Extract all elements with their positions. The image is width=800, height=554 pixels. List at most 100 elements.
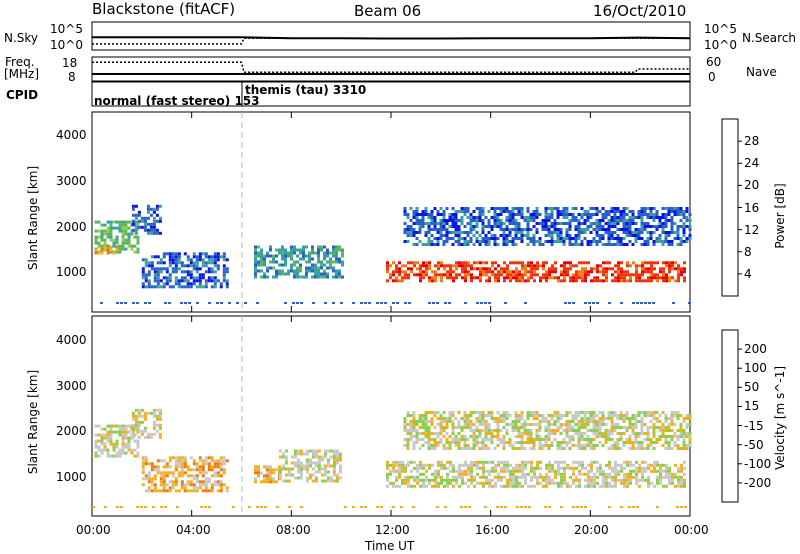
power-cell — [550, 213, 554, 216]
power-cell — [155, 207, 159, 211]
velocity-cell — [532, 423, 536, 426]
velocity-cell — [158, 432, 162, 436]
power-cell — [475, 219, 479, 222]
power-cell — [213, 258, 217, 262]
velocity-cell — [574, 423, 578, 426]
power-cell — [511, 210, 515, 213]
power-cell — [553, 231, 557, 234]
velocity-cell — [406, 411, 410, 414]
velocity-cell — [222, 468, 226, 472]
power-cell — [586, 216, 590, 219]
power-cell — [392, 270, 395, 274]
power-cell — [524, 264, 527, 268]
velocity-cell — [518, 475, 521, 479]
velocity-cell — [415, 420, 419, 423]
velocity-cell — [448, 435, 452, 438]
power-cell — [641, 273, 644, 277]
power-cell — [493, 207, 497, 210]
velocity-cell — [437, 475, 440, 479]
power-cell — [464, 279, 467, 283]
power-cell — [502, 243, 506, 246]
power-cell — [103, 238, 107, 242]
power-cell — [454, 234, 458, 237]
velocity-cell — [106, 439, 110, 443]
velocity-cell — [608, 506, 611, 508]
power-cell — [430, 213, 434, 216]
velocity-cell — [646, 411, 650, 414]
power-cell — [664, 237, 668, 240]
velocity-cell — [398, 469, 401, 473]
velocity-cell — [256, 506, 259, 508]
velocity-cell — [168, 480, 172, 484]
velocity-cell — [299, 470, 303, 474]
velocity-cell — [580, 411, 584, 414]
cpid-panel — [91, 81, 691, 107]
power-cell — [601, 234, 605, 237]
power-cell — [563, 261, 566, 265]
velocity-cell — [619, 411, 623, 414]
velocity-cell — [204, 506, 207, 508]
velocity-cell — [281, 455, 285, 459]
power-cell — [607, 219, 611, 222]
power-cell — [290, 254, 293, 258]
power-cell — [290, 245, 293, 249]
velocity-cell — [470, 472, 473, 476]
power-cell — [257, 251, 260, 255]
velocity-cell — [257, 474, 260, 478]
power-cell — [638, 264, 641, 268]
velocity-cell — [524, 478, 527, 482]
power-cell — [121, 235, 125, 239]
velocity-cell — [109, 424, 113, 428]
velocity-cell — [557, 484, 560, 488]
power-cell — [100, 302, 103, 304]
power-cb-tick-label: 8 — [744, 244, 752, 259]
velocity-cell — [100, 436, 104, 440]
velocity-cell — [548, 481, 551, 485]
velocity-cell — [448, 420, 452, 423]
power-cell — [538, 213, 542, 216]
velocity-cell — [601, 423, 605, 426]
power-cell — [133, 250, 137, 254]
power-cell — [115, 241, 119, 245]
power-cell — [112, 251, 116, 255]
velocity-cell — [527, 460, 530, 464]
velocity-cell — [481, 411, 485, 414]
velocity-cell — [589, 441, 593, 444]
velocity-cell — [424, 426, 428, 429]
velocity-cell — [616, 432, 620, 435]
power-cell — [168, 255, 172, 259]
velocity-cell — [598, 420, 602, 423]
velocity-cell — [398, 484, 401, 488]
power-cell — [305, 254, 308, 258]
power-cell — [587, 261, 590, 265]
power-cell — [646, 225, 650, 228]
power-cell — [616, 234, 620, 237]
power-cell — [340, 302, 343, 304]
power-cell — [631, 210, 635, 213]
power-cell — [149, 231, 153, 235]
power-cell — [526, 234, 530, 237]
power-cell — [583, 210, 587, 213]
velocity-cell — [655, 411, 659, 414]
power-cell — [418, 228, 422, 231]
power-cell — [619, 240, 623, 243]
power-cell — [152, 231, 156, 235]
velocity-cell — [481, 438, 485, 441]
velocity-cell — [431, 484, 434, 488]
power-cell — [403, 213, 407, 216]
power-cell — [421, 243, 425, 246]
power-ytick-1000: 1000 — [56, 265, 87, 279]
velocity-cell — [143, 411, 147, 415]
velocity-cell — [424, 423, 428, 426]
velocity-cell — [275, 480, 278, 484]
velocity-cell — [607, 432, 611, 435]
velocity-cell — [409, 438, 413, 441]
power-cell — [614, 270, 617, 274]
power-cell — [595, 228, 599, 231]
velocity-cell — [115, 445, 119, 449]
power-cell — [679, 219, 683, 222]
velocity-cell — [320, 467, 324, 471]
velocity-cell — [481, 429, 485, 432]
freq-panel-frame — [91, 56, 691, 82]
power-cell — [484, 234, 488, 237]
